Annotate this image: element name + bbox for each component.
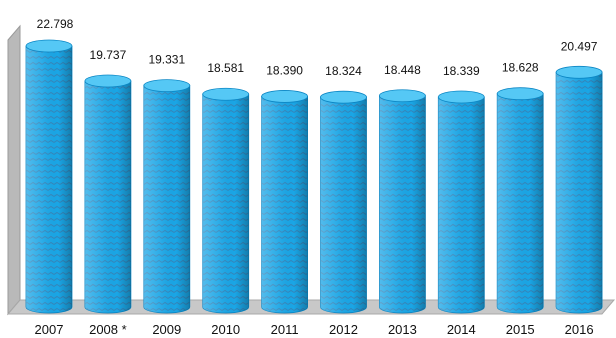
chart-back-wall xyxy=(7,24,21,316)
value-label-2016: 20.497 xyxy=(561,39,598,53)
x-tick-2009: 2009 xyxy=(152,322,181,337)
value-label-2009: 19.331 xyxy=(148,53,185,67)
value-labels: 22.798 19.737 19.331 18.581 18.390 18.324 18.4… xyxy=(37,17,598,78)
value-label-2015: 18.628 xyxy=(502,61,539,75)
x-tick-2014: 2014 xyxy=(447,322,476,337)
bar-2009 xyxy=(143,79,191,314)
bar-2014 xyxy=(437,90,485,314)
value-label-2012: 18.324 xyxy=(325,64,362,78)
bar-series xyxy=(25,39,603,314)
value-label-2011: 18.390 xyxy=(266,63,303,77)
bar-2013 xyxy=(378,89,426,314)
x-tick-2011: 2011 xyxy=(271,322,299,337)
bar-2010 xyxy=(202,87,250,314)
bar-2016 xyxy=(555,65,603,314)
value-label-2007: 22.798 xyxy=(37,17,74,31)
value-label-2008: 19.737 xyxy=(90,48,127,62)
bar-2008 xyxy=(84,74,132,314)
x-tick-2013: 2013 xyxy=(388,322,417,337)
x-tick-2015: 2015 xyxy=(506,322,535,337)
x-tick-2007: 2007 xyxy=(35,322,64,337)
bar-2012 xyxy=(320,90,367,314)
x-tick-2016: 2016 xyxy=(565,322,594,337)
bar-2015 xyxy=(496,87,544,314)
bar-2011 xyxy=(261,90,309,314)
value-label-2010: 18.581 xyxy=(207,61,244,75)
x-axis-ticks: 2007 2008 * 2009 2010 2011 2012 2013 2014 2015 20… xyxy=(35,322,594,337)
value-label-2013: 18.448 xyxy=(384,63,421,77)
bar-2007 xyxy=(25,39,73,314)
x-tick-2010: 2010 xyxy=(211,322,240,337)
x-tick-2012: 2012 xyxy=(329,322,358,337)
x-tick-2008: 2008 * xyxy=(89,322,127,337)
value-label-2014: 18.339 xyxy=(443,64,480,78)
